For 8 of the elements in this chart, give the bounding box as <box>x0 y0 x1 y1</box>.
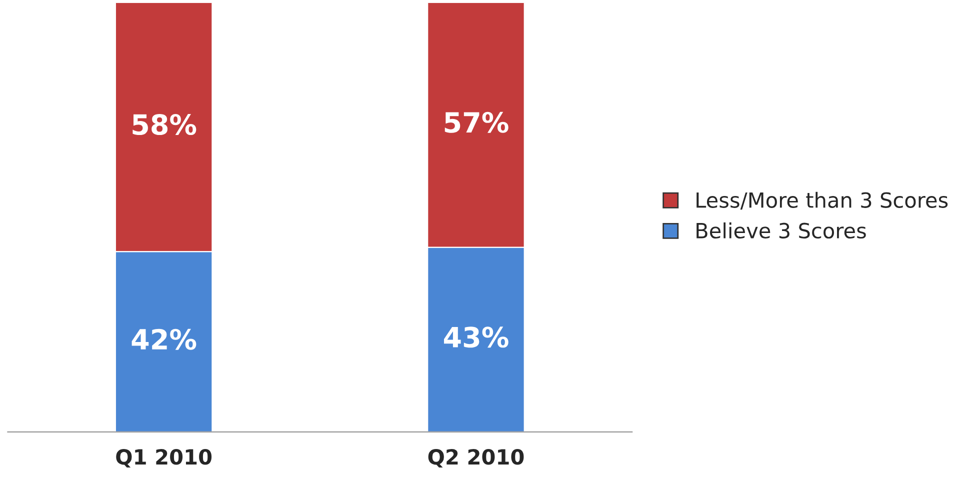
x-tick-label: Q2 2010 <box>428 449 524 468</box>
x-tick-label: Q1 2010 <box>116 449 212 468</box>
data-label: 42% <box>132 328 196 350</box>
data-label: 58% <box>132 114 196 136</box>
legend-label: Less/More than 3 Scores <box>696 192 948 210</box>
legend-label: Believe 3 Scores <box>696 222 866 239</box>
data-label: 43% <box>444 326 508 348</box>
data-label: 57% <box>444 112 508 133</box>
